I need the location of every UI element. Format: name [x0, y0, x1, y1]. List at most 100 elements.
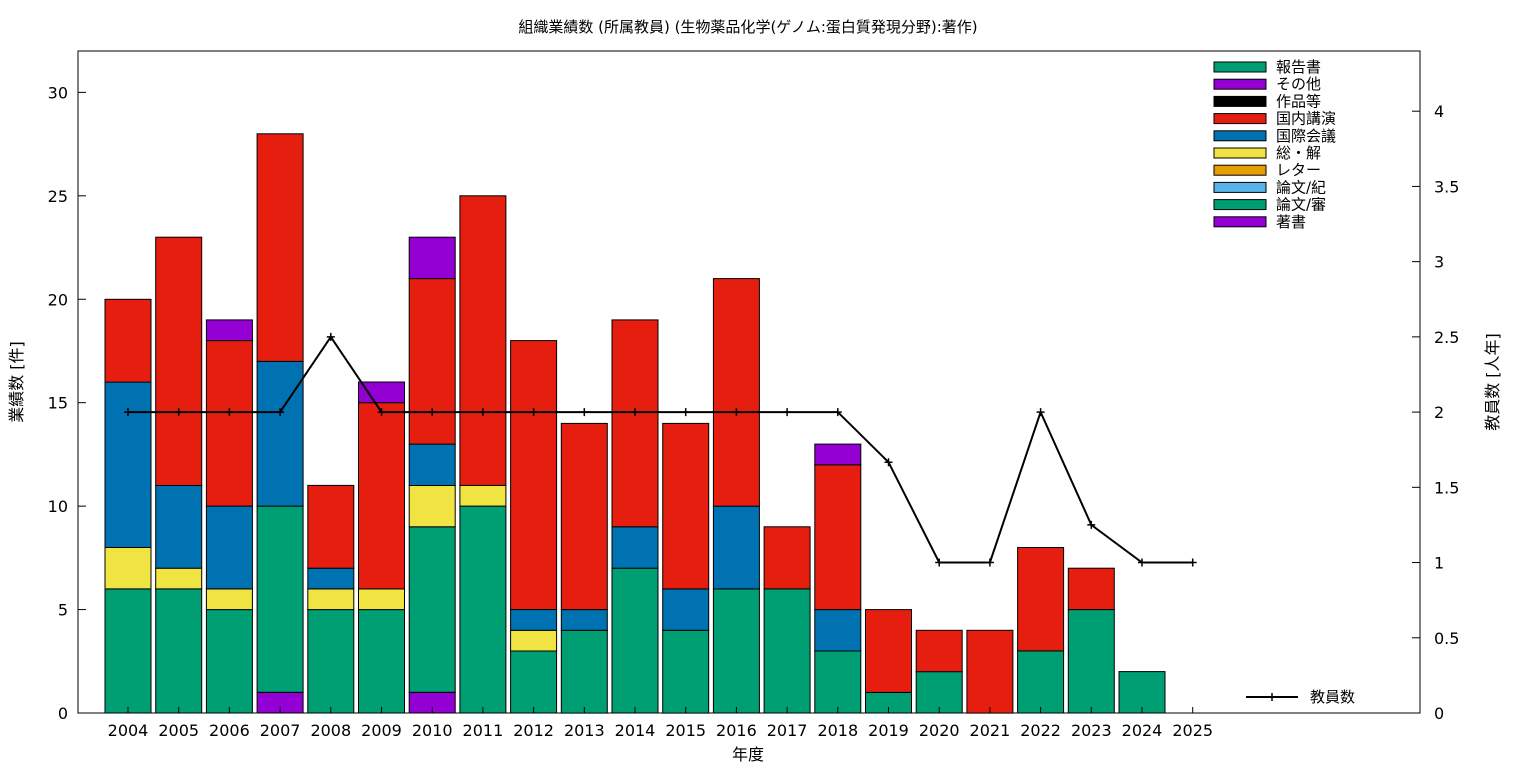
- bar-segment-2004-s6: [104, 298, 152, 383]
- bar-segment-2017-s6: [763, 526, 811, 590]
- x-tick-label-2013: 2013: [564, 721, 605, 740]
- y-tick-label-5: 5: [58, 601, 68, 620]
- legend-line-marker: [1268, 693, 1276, 701]
- teacher-count-point-2016: [732, 408, 741, 417]
- bar-segment-2013-s6: [560, 422, 608, 611]
- bar-segment-2011-s4: [459, 484, 507, 507]
- bar-segment-2014-s6: [611, 319, 659, 528]
- x-tick-label-2017: 2017: [767, 721, 808, 740]
- bar-segment-2015-s1: [662, 629, 710, 714]
- bar-segment-2006-s5: [205, 505, 253, 590]
- bar-segment-2007-s6: [256, 133, 304, 362]
- x-tick-label-2004: 2004: [108, 721, 149, 740]
- x-tick-label-2007: 2007: [260, 721, 301, 740]
- x-tick-label-2019: 2019: [868, 721, 909, 740]
- bar-segment-2004-s5: [104, 381, 152, 548]
- teacher-count-point-2009: [377, 408, 386, 417]
- y2-tick-label-3.5: 3.5: [1434, 177, 1459, 196]
- teacher-count-point-2023: [1087, 520, 1096, 529]
- bar-segment-2009-s4: [358, 588, 405, 611]
- bar-segment-2014-s1: [611, 567, 659, 714]
- teacher-count-point-2025: [1188, 558, 1197, 567]
- y2-tick-label-2.5: 2.5: [1434, 328, 1459, 347]
- teacher-count-point-2020: [935, 558, 944, 567]
- bar-segment-2005-s5: [155, 484, 203, 569]
- bar-segment-2007-s1: [256, 505, 304, 693]
- bar-segment-2018-s8: [814, 443, 862, 466]
- bar-segment-2010-s1: [408, 526, 456, 693]
- bar-segment-2010-s5: [408, 443, 456, 487]
- x-tick-label-2016: 2016: [716, 721, 757, 740]
- legend-swatch-e59bbde58685e8ac9be6bc94: [1213, 113, 1267, 125]
- x-tick-label-2011: 2011: [463, 721, 504, 740]
- teacher-count-point-2022: [1036, 408, 1045, 417]
- legend-label-e5a0b1e5918ae69bb8: 報告書: [1276, 58, 1321, 76]
- bar-segment-2008-s1: [307, 609, 355, 714]
- bar-segment-2004-s4: [104, 547, 152, 590]
- bar-segment-2016-s1: [712, 588, 760, 714]
- y-tick-label-20: 20: [48, 290, 68, 309]
- bar-segment-2024-s1: [1118, 671, 1166, 714]
- bar-segment-2013-s5: [560, 609, 608, 631]
- x-tick-label-2006: 2006: [209, 721, 250, 740]
- bar-segment-2022-s1: [1017, 650, 1065, 714]
- teacher-count-point-2019: [884, 458, 893, 467]
- y2-tick-label-1: 1: [1434, 554, 1444, 573]
- bar-segment-2006-s4: [205, 588, 253, 611]
- teacher-count-point-2021: [985, 558, 994, 567]
- bar-segment-2008-s4: [307, 588, 355, 611]
- teacher-count-point-2011: [478, 408, 487, 417]
- bar-segment-2008-s5: [307, 567, 355, 590]
- y2-tick-label-3: 3: [1434, 253, 1444, 272]
- bar-segment-2012-s4: [510, 629, 558, 652]
- x-tick-label-2012: 2012: [513, 721, 554, 740]
- legend-swatch-e8ab96e696872fe5afa9: [1213, 199, 1267, 211]
- y-tick-label-10: 10: [48, 497, 68, 516]
- bar-segment-2005-s4: [155, 567, 203, 590]
- bar-segment-2022-s6: [1017, 547, 1065, 652]
- bar-segment-2008-s6: [307, 484, 355, 569]
- bar-segment-2007-s5: [256, 360, 304, 507]
- bar-segment-2014-s5: [611, 526, 659, 569]
- legend-label-e8ab96e696872fe5afa9: 論文/審: [1276, 196, 1326, 214]
- legend-swatch-e5a0b1e5918ae69bb8: [1213, 61, 1267, 73]
- x-tick-label-2022: 2022: [1020, 721, 1061, 740]
- x-tick-label-2020: 2020: [919, 721, 960, 740]
- legend-label-e89197e69bb8: 著書: [1276, 213, 1306, 231]
- y2-tick-label-4: 4: [1434, 102, 1444, 121]
- bar-segment-2020-s6: [915, 629, 963, 673]
- bar-segment-2009-s6: [358, 402, 405, 590]
- legend-label-e383ace382bfe383bc: レター: [1276, 161, 1321, 179]
- y-tick-label-0: 0: [58, 704, 68, 723]
- x-tick-label-2015: 2015: [665, 721, 706, 740]
- teacher-count-point-2007: [276, 408, 285, 417]
- x-axis-label: 年度: [732, 745, 764, 764]
- teacher-count-point-2018: [833, 408, 842, 417]
- x-tick-label-2014: 2014: [615, 721, 656, 740]
- bar-segment-2010-s8: [408, 236, 456, 280]
- bar-segment-2012-s6: [510, 340, 558, 610]
- bar-segment-2009-s1: [358, 609, 405, 714]
- y2-tick-label-0: 0: [1434, 704, 1444, 723]
- legend-label-e59bbde58685e8ac9be6bc94: 国内講演: [1276, 110, 1336, 128]
- teacher-count-point-2004: [124, 408, 132, 417]
- bar-segment-2015-s6: [662, 422, 710, 590]
- x-tick-label-2021: 2021: [970, 721, 1011, 740]
- bar-segment-2021-s6: [966, 629, 1014, 714]
- x-tick-label-2010: 2010: [412, 721, 453, 740]
- x-tick-label-2005: 2005: [158, 721, 199, 740]
- teacher-count-point-2005: [174, 408, 183, 417]
- legend-swatch-e3819de381aee4bb96: [1213, 78, 1267, 90]
- bar-segment-2023-s6: [1067, 567, 1115, 611]
- y2-tick-label-1.5: 1.5: [1434, 478, 1459, 497]
- teacher-count-point-2015: [681, 408, 690, 417]
- bar-segment-2016-s6: [712, 278, 760, 507]
- legend-label-teacher-count: 教員数: [1310, 688, 1355, 706]
- teacher-count-point-2010: [428, 408, 437, 417]
- bars-layer: [104, 133, 1166, 714]
- bar-segment-2012-s5: [510, 609, 558, 631]
- legend-label-e3819de381aee4bb96: その他: [1276, 75, 1321, 93]
- bar-segment-2011-s6: [459, 195, 507, 486]
